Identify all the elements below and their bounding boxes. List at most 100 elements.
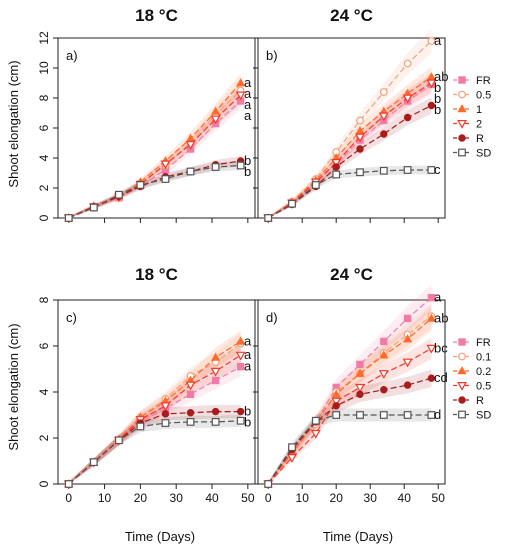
series-band-FR <box>68 357 241 484</box>
data-point-R <box>211 407 220 416</box>
x-tick-label: 10 <box>98 491 112 505</box>
legend-label: SD <box>476 410 491 422</box>
series-line-SD <box>68 164 241 219</box>
data-point-FR <box>403 314 412 323</box>
series-SD <box>264 166 436 222</box>
data-point-0.2 <box>355 368 365 377</box>
data-point-FR <box>236 362 245 371</box>
significance-label: b <box>244 153 251 168</box>
series-band-R <box>268 97 432 218</box>
data-point-SD <box>236 161 245 170</box>
legend-marker-0.2 <box>457 366 467 375</box>
series-band-SD <box>268 165 432 218</box>
series-line-0.5 <box>267 347 432 485</box>
legend-label: R <box>476 395 484 407</box>
data-point-SD <box>427 411 436 419</box>
data-point-R <box>186 409 195 417</box>
data-point-0.5 <box>427 37 436 45</box>
series-band-SD <box>268 408 432 484</box>
data-point-SD <box>211 163 220 171</box>
data-point-FR <box>380 337 388 346</box>
data-point-SD <box>211 418 220 426</box>
data-point-0.5 <box>403 59 412 68</box>
data-point-0.5 <box>402 358 413 368</box>
data-point-0.5 <box>331 397 342 407</box>
legend-label: 1 <box>476 104 482 116</box>
x-tick-label: 50 <box>241 491 255 505</box>
series-line-1 <box>68 82 242 219</box>
data-point-SD <box>311 416 320 425</box>
data-point-R <box>380 386 388 394</box>
x-tick-label: 10 <box>296 491 310 505</box>
significance-label: b <box>244 415 251 430</box>
legend: FR 0.1 0.2 0.5 R SD <box>453 337 491 422</box>
y-axis-label-bottom: Shoot elongation (cm) <box>6 323 21 450</box>
significance-label: a <box>244 359 252 374</box>
data-point-2 <box>185 141 196 150</box>
data-point-FR <box>186 390 195 398</box>
x-tick-label: 30 <box>364 491 378 505</box>
data-point-1 <box>236 336 246 345</box>
panel-letter: b) <box>266 48 278 63</box>
panel-letter: d) <box>266 310 278 325</box>
x-tick-label: 0 <box>65 491 72 505</box>
plot-frame <box>57 299 256 485</box>
significance-label: a <box>244 75 252 90</box>
legend-label: FR <box>476 75 491 87</box>
series-line-SD <box>267 414 432 485</box>
data-point-SD <box>403 166 412 174</box>
data-point-2 <box>426 79 437 89</box>
legend-marker-R <box>458 396 466 404</box>
data-point-2 <box>210 115 221 125</box>
x-tick-label: 50 <box>432 491 446 505</box>
data-point-1 <box>211 106 221 115</box>
data-point-SD <box>136 422 145 431</box>
data-point-SD <box>161 419 170 427</box>
data-point-2 <box>378 112 389 122</box>
y-tick-label: 6 <box>37 342 51 349</box>
data-point-SD <box>186 167 195 176</box>
data-point-SD <box>288 199 296 208</box>
data-point-SD <box>114 436 123 445</box>
legend: FR 0.5 1 2 R SD <box>453 75 491 160</box>
significance-label: cd <box>434 370 448 385</box>
plot-frame <box>57 37 256 219</box>
x-tick-label: 20 <box>330 491 344 505</box>
data-point-SD <box>379 411 388 419</box>
data-point-0.5 <box>310 429 321 439</box>
data-point-R <box>427 374 436 382</box>
legend-marker-FR <box>458 76 466 84</box>
data-point-R <box>332 163 340 171</box>
panel-letter: a) <box>66 48 78 63</box>
legend-marker-SD <box>458 410 466 419</box>
series-line-FR <box>267 84 432 219</box>
data-point-0.5 <box>355 383 365 393</box>
data-point-2 <box>160 402 171 412</box>
legend-label: 0.2 <box>476 366 491 378</box>
significance-label: a <box>244 347 252 362</box>
series-band-0.5 <box>268 28 432 218</box>
data-point-1 <box>211 352 221 361</box>
legend-label: 0.5 <box>476 90 491 102</box>
data-point-SD <box>332 411 341 419</box>
series-SD <box>64 416 245 488</box>
panel-letter: c) <box>66 310 77 325</box>
legend-marker-1 <box>457 104 467 113</box>
data-point-SD <box>64 214 73 222</box>
data-point-R <box>403 113 412 122</box>
x-tick-label: 40 <box>205 491 219 505</box>
data-point-SD <box>379 166 388 175</box>
significance-label: c <box>434 162 441 177</box>
series-0.5 <box>263 344 437 490</box>
significance-label: b <box>434 80 441 95</box>
significance-label: bc <box>434 340 448 355</box>
data-point-0.5 <box>378 370 389 379</box>
data-point-R <box>236 407 245 416</box>
legend-marker-R <box>458 134 466 142</box>
x-tick-label: 20 <box>134 491 148 505</box>
data-point-0.5 <box>426 344 437 354</box>
data-point-FR <box>211 376 220 385</box>
data-point-SD <box>356 168 364 177</box>
